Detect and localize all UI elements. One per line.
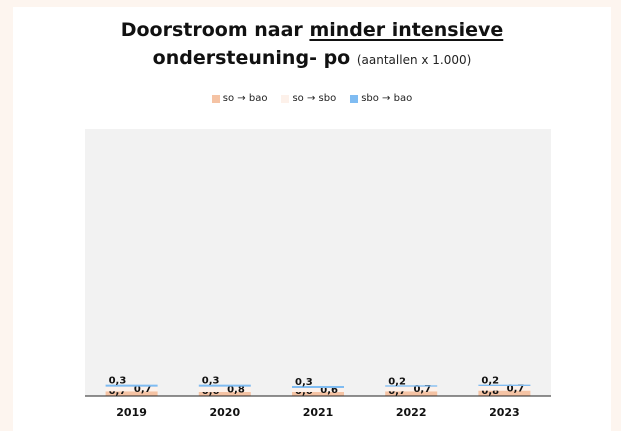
data-label-2020-series-1: 0,8 (227, 384, 245, 395)
legend-label-2: sbo → bao (361, 93, 413, 104)
bar-2022-series-1 (385, 386, 438, 392)
legend-item-2: sbo → bao (350, 93, 412, 104)
bar-2020-series-0 (198, 391, 251, 396)
bar-layer: 0,70,70,30,60,80,30,60,60,30,70,70,20,80… (105, 376, 531, 397)
legend-item-1: so → sbo (281, 93, 336, 104)
chart-legend: so → bao so → sbo sbo → bao (13, 93, 611, 104)
bar-chart: 0,70,70,30,60,80,30,60,60,30,70,70,20,80… (85, 129, 551, 419)
legend-item-0: so → bao (211, 93, 268, 104)
x-tick-2023: 2023 (489, 406, 520, 419)
legend-swatch-2 (350, 94, 359, 103)
data-label-2023-series-0: 0,8 (481, 386, 499, 397)
x-tick-2020: 2020 (209, 406, 240, 419)
bar-2023-series-0 (478, 390, 531, 396)
data-label-2019-series-2: 0,3 (109, 376, 127, 387)
bar-2021-series-2 (292, 385, 344, 388)
chart-card: Doorstroom naar minder intensieve onders… (13, 7, 611, 431)
data-label-2022-series-1: 0,7 (413, 384, 431, 395)
bar-2021-series-1 (292, 387, 344, 392)
bar-2019-series-1 (105, 386, 158, 392)
legend-swatch-0 (211, 94, 220, 103)
data-label-2021-series-2: 0,3 (295, 377, 313, 388)
bar-2023-series-1 (478, 385, 531, 391)
data-label-2021-series-1: 0,6 (320, 385, 338, 396)
bar-2022-series-2 (385, 385, 438, 387)
x-tick-2022: 2022 (396, 406, 427, 419)
chart-title-part3: ondersteuning- po (152, 47, 351, 69)
bar-2019-series-0 (105, 391, 158, 396)
data-label-2019-series-1: 0,7 (134, 384, 152, 395)
chart-title-part1: Doorstroom naar (120, 19, 303, 41)
chart-subtitle: (aantallen x 1.000) (356, 53, 472, 67)
legend-label-0: so → bao (222, 93, 268, 104)
legend-swatch-1 (281, 94, 290, 103)
x-tick-labels: 2019 2020 2021 2022 2023 (116, 406, 519, 419)
chart-title-line1: Doorstroom naar minder intensieve (13, 19, 611, 41)
bar-2023-series-2 (478, 384, 531, 386)
chart-title-part2: minder intensieve (309, 19, 504, 41)
bar-2019-series-2 (105, 384, 158, 387)
x-tick-2021: 2021 (303, 406, 334, 419)
x-tick-2019: 2019 (116, 406, 147, 419)
data-label-2022-series-0: 0,7 (388, 386, 406, 397)
bar-2020-series-2 (198, 384, 251, 387)
data-label-2023-series-2: 0,2 (481, 376, 499, 387)
data-label-2020-series-2: 0,3 (202, 376, 220, 387)
data-label-2022-series-2: 0,2 (388, 376, 406, 387)
bar-2022-series-0 (385, 391, 438, 396)
bar-2020-series-1 (198, 386, 251, 392)
chart-title-line2: ondersteuning- po (aantallen x 1.000) (13, 47, 611, 69)
bar-2021-series-0 (292, 391, 344, 396)
plot-area (85, 129, 551, 396)
data-label-2019-series-0: 0,7 (109, 386, 127, 397)
data-label-2023-series-1: 0,7 (507, 383, 525, 394)
legend-label-1: so → sbo (292, 93, 337, 104)
